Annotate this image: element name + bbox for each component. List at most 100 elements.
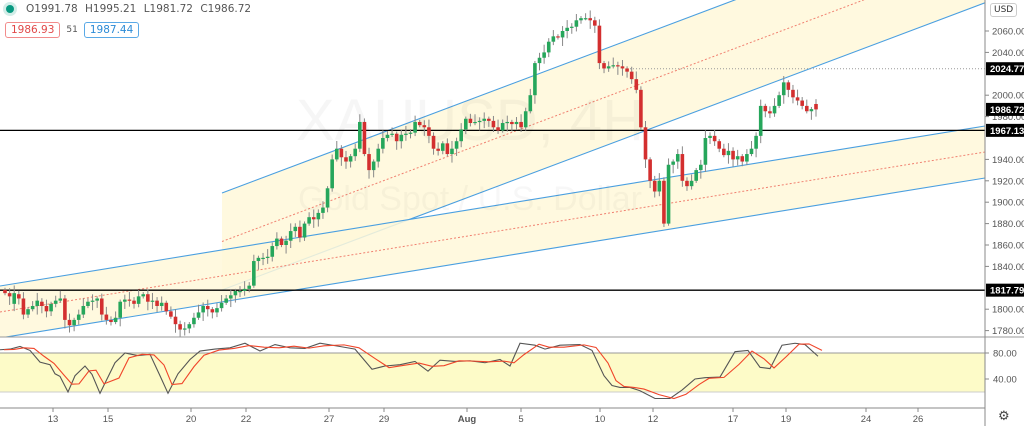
candle (597, 19, 602, 70)
candle (275, 232, 279, 250)
svg-text:5: 5 (518, 414, 523, 425)
candle (265, 249, 270, 264)
svg-text:1880.00: 1880.00 (992, 219, 1024, 230)
candle (468, 113, 473, 127)
candle (408, 129, 413, 139)
sell-button[interactable]: 1986.93 (5, 22, 61, 38)
candle (44, 299, 49, 318)
candle (772, 98, 777, 117)
candle (90, 294, 95, 311)
candle (53, 295, 58, 308)
candle (758, 99, 763, 144)
candle (30, 301, 35, 312)
high-value: H1995.21 (85, 3, 137, 15)
svg-text:Gold Spot / U.S. Dollar: Gold Spot / U.S. Dollar (298, 180, 642, 218)
horizontal-levels (0, 68, 985, 291)
candle (136, 290, 141, 308)
candle (49, 301, 53, 317)
candle (81, 298, 86, 318)
candle (763, 103, 768, 118)
candle (390, 127, 394, 137)
low-value: L1981.72 (143, 3, 193, 15)
candle (505, 115, 510, 132)
candle (611, 57, 616, 69)
candle (689, 174, 694, 190)
candle (431, 132, 436, 155)
candle (422, 120, 427, 136)
candle (579, 16, 583, 24)
candle (537, 52, 542, 71)
candle (334, 140, 339, 162)
candle (118, 299, 122, 327)
candle (528, 88, 533, 114)
candle (800, 97, 804, 110)
candle (583, 13, 588, 21)
candle (173, 308, 178, 333)
candle (104, 306, 109, 325)
svg-text:1780.00: 1780.00 (992, 326, 1024, 337)
currency-button[interactable]: USD (990, 3, 1018, 17)
candle (463, 116, 468, 135)
candle (219, 295, 224, 312)
live-dot-icon (6, 5, 14, 13)
candle (496, 119, 500, 134)
candle (358, 114, 362, 153)
quote-row: 1986.93 51 1987.44 (5, 22, 140, 38)
candle (694, 167, 698, 183)
candle (625, 66, 629, 78)
candle (703, 130, 708, 173)
candle (169, 306, 173, 319)
candle (804, 99, 809, 114)
candle (616, 61, 620, 75)
candle (666, 158, 671, 226)
candle (477, 117, 482, 131)
candle (155, 297, 159, 312)
candle (210, 307, 215, 319)
svg-text:29: 29 (379, 414, 390, 425)
candle (533, 60, 537, 104)
candle (657, 173, 662, 197)
candle (551, 30, 556, 46)
candle (348, 154, 353, 168)
candle (146, 289, 150, 311)
gear-icon[interactable]: ⚙ (998, 409, 1010, 424)
candle (311, 209, 316, 228)
candle (436, 142, 440, 156)
candle (735, 149, 740, 166)
candle (192, 312, 196, 328)
svg-text:1840.00: 1840.00 (992, 262, 1024, 273)
candle (662, 177, 666, 228)
candle (279, 236, 284, 248)
lower-rising-channel (0, 125, 985, 337)
candle (127, 291, 132, 307)
candle (164, 300, 169, 315)
candle (261, 252, 265, 266)
svg-text:1980.00: 1980.00 (992, 112, 1024, 123)
candle (339, 145, 344, 166)
candle (546, 38, 551, 58)
svg-text:1860.00: 1860.00 (992, 241, 1024, 252)
candle (749, 140, 754, 157)
svg-text:19: 19 (781, 414, 792, 425)
candle (777, 91, 781, 109)
svg-text:2024.77: 2024.77 (990, 64, 1024, 75)
candle (629, 66, 634, 84)
close-value: C1986.72 (200, 3, 252, 15)
svg-text:26: 26 (913, 414, 924, 425)
svg-text:15: 15 (103, 414, 114, 425)
candle (95, 296, 99, 308)
candle (307, 212, 311, 226)
candle (76, 309, 81, 325)
candle (381, 130, 385, 154)
candle (238, 286, 242, 298)
candle (72, 317, 76, 332)
candle (699, 159, 703, 179)
candle (270, 242, 275, 262)
candle (21, 292, 26, 320)
candle (574, 13, 579, 32)
ohlc-values: O1991.78 H1995.21 L1981.72 C1986.72 (26, 3, 255, 15)
buy-button[interactable]: 1987.44 (83, 22, 140, 38)
candle (256, 255, 261, 270)
candle (708, 132, 712, 144)
